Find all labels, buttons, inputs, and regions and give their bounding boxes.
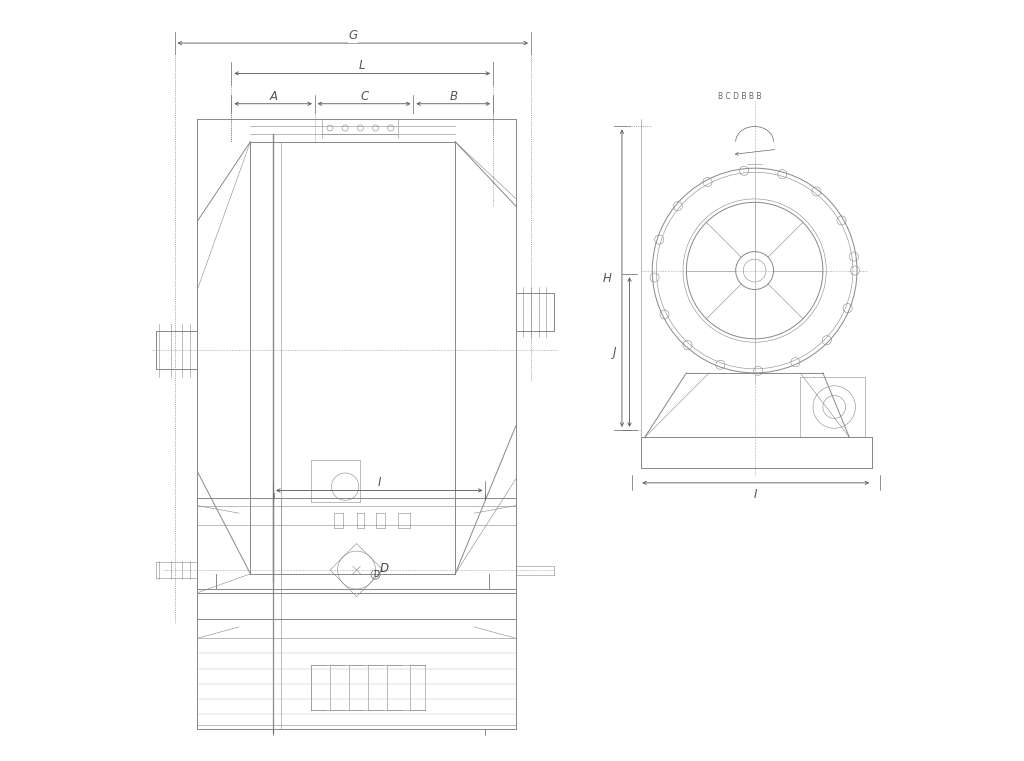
- Text: I: I: [754, 488, 758, 501]
- Text: C: C: [360, 90, 369, 103]
- Text: L: L: [359, 59, 366, 72]
- Text: B C D B B B: B C D B B B: [718, 91, 761, 100]
- Text: B: B: [450, 90, 458, 103]
- Text: D: D: [379, 562, 388, 575]
- Text: G: G: [348, 29, 357, 42]
- Text: I: I: [378, 476, 381, 489]
- Text: J: J: [612, 345, 616, 358]
- Text: H: H: [602, 272, 611, 285]
- Text: A: A: [269, 90, 278, 103]
- Text: D: D: [374, 570, 379, 579]
